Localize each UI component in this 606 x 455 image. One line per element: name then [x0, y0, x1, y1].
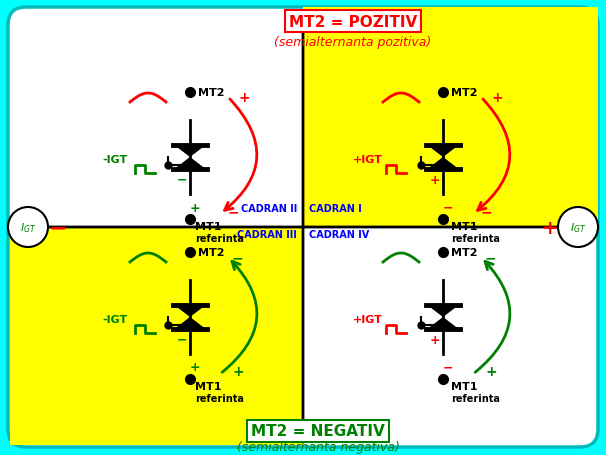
Text: +IGT: +IGT — [353, 155, 383, 165]
FancyArrowPatch shape — [475, 262, 510, 373]
Text: CADRAN II: CADRAN II — [241, 203, 297, 213]
FancyArrowPatch shape — [225, 100, 257, 211]
Polygon shape — [176, 146, 204, 157]
Text: referinta: referinta — [451, 233, 500, 243]
Text: +: + — [485, 364, 497, 378]
Text: MT2: MT2 — [451, 88, 478, 98]
Text: −: − — [481, 205, 493, 218]
Circle shape — [8, 207, 48, 248]
Text: CADRAN III: CADRAN III — [238, 229, 297, 239]
Text: +: + — [190, 361, 201, 374]
Text: −: − — [177, 333, 187, 346]
Text: CADRAN IV: CADRAN IV — [309, 229, 369, 239]
Text: MT2: MT2 — [198, 88, 224, 98]
Text: referinta: referinta — [195, 233, 244, 243]
Text: −: − — [485, 250, 497, 264]
Text: +: + — [304, 9, 318, 27]
Text: (semialternanta pozitiva): (semialternanta pozitiva) — [275, 35, 431, 48]
Polygon shape — [428, 318, 458, 329]
Text: MT2: MT2 — [451, 248, 478, 258]
Polygon shape — [428, 158, 458, 170]
Text: MT1: MT1 — [195, 381, 222, 391]
Text: referinta: referinta — [195, 393, 244, 403]
Text: +: + — [190, 201, 201, 214]
Text: CADRAN I: CADRAN I — [309, 203, 362, 213]
Text: $I_{GT}$: $I_{GT}$ — [20, 221, 36, 234]
Text: −: − — [228, 205, 239, 218]
Text: −: − — [443, 361, 453, 374]
FancyArrowPatch shape — [222, 262, 257, 373]
Text: MT2 = POZITIV: MT2 = POZITIV — [289, 15, 417, 30]
FancyArrowPatch shape — [478, 100, 510, 211]
Text: -: - — [305, 431, 313, 450]
Text: −: − — [232, 250, 244, 264]
Polygon shape — [176, 318, 204, 329]
Bar — [10, 228, 303, 445]
Text: +: + — [542, 218, 558, 237]
Text: +IGT: +IGT — [353, 314, 383, 324]
Circle shape — [558, 207, 598, 248]
Text: +: + — [238, 91, 250, 105]
Text: MT1: MT1 — [195, 222, 222, 232]
Text: MT1: MT1 — [451, 222, 478, 232]
Text: -IGT: -IGT — [102, 314, 127, 324]
Polygon shape — [176, 305, 204, 317]
Text: +: + — [232, 364, 244, 378]
Text: referinta: referinta — [451, 393, 500, 403]
FancyBboxPatch shape — [8, 8, 598, 447]
Text: -IGT: -IGT — [102, 155, 127, 165]
Polygon shape — [428, 146, 458, 157]
Text: (semialternanta negativa): (semialternanta negativa) — [236, 440, 399, 454]
Text: −: − — [177, 173, 187, 186]
Text: +: + — [430, 173, 441, 186]
Text: MT1: MT1 — [451, 381, 478, 391]
Text: MT2 = NEGATIV: MT2 = NEGATIV — [251, 424, 385, 439]
Polygon shape — [176, 158, 204, 170]
Bar — [303, 8, 598, 228]
Text: $I_{GT}$: $I_{GT}$ — [570, 221, 586, 234]
Text: +: + — [491, 91, 502, 105]
Text: MT2: MT2 — [198, 248, 224, 258]
Text: −: − — [48, 217, 67, 238]
Text: −: − — [443, 201, 453, 214]
Polygon shape — [428, 305, 458, 317]
Text: +: + — [430, 333, 441, 346]
